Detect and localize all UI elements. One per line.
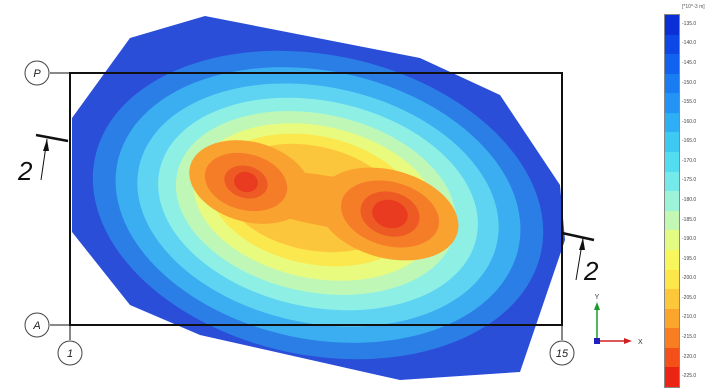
contour-band <box>372 199 408 229</box>
axis-bubble-p: P <box>24 60 50 86</box>
legend-swatch <box>665 210 679 231</box>
legend-swatch <box>665 367 679 387</box>
legend-value: -135.0 <box>682 20 697 27</box>
legend-value: -190.0 <box>682 236 697 243</box>
legend-swatch <box>665 132 679 153</box>
legend-color-bar <box>664 14 680 388</box>
section-mark-right: 2 <box>561 231 599 286</box>
legend-swatch <box>665 249 679 270</box>
x-axis-label: X <box>638 339 643 346</box>
grid-frame <box>69 72 563 326</box>
axis-bubble-15: 15 <box>549 340 575 366</box>
axis-label-p: P <box>33 68 41 80</box>
axis-bubble-a: A <box>24 312 50 338</box>
legend-value: -170.0 <box>682 157 697 164</box>
section-mark-left: 2 <box>17 133 69 186</box>
x-arrow-icon <box>624 338 632 344</box>
arrow-icon <box>43 139 49 151</box>
legend-swatch <box>665 93 679 113</box>
arrow-icon <box>579 238 585 250</box>
legend-swatch <box>665 308 679 329</box>
axes-triad: Y X <box>594 294 643 346</box>
legend-value: -195.0 <box>682 255 697 262</box>
legend-value: -165.0 <box>682 138 697 145</box>
legend-swatch <box>665 73 679 94</box>
legend-swatch <box>665 269 679 290</box>
legend-swatch <box>665 34 679 55</box>
axis-bubble-1: 1 <box>57 340 83 366</box>
legend-value: -200.0 <box>682 275 697 282</box>
legend-swatch <box>665 15 679 35</box>
legend-value: -220.0 <box>682 353 697 360</box>
legend-units: [*10^-3 m] <box>682 4 705 10</box>
legend-swatch <box>665 152 679 172</box>
legend-value: -175.0 <box>682 177 697 184</box>
y-arrow-icon <box>594 302 600 310</box>
section-label-right: 2 <box>583 256 599 286</box>
section-label-left: 2 <box>17 156 33 186</box>
contour-fill <box>72 16 565 380</box>
legend-swatch <box>665 289 679 309</box>
contour-band <box>234 171 258 193</box>
legend-value: -155.0 <box>682 99 697 106</box>
origin-marker <box>594 338 600 344</box>
legend-swatch <box>665 347 679 368</box>
legend-value: -145.0 <box>682 59 697 66</box>
legend-value: -140.0 <box>682 40 697 47</box>
legend-value: -225.0 <box>682 373 697 380</box>
color-legend: [*10^-3 m] -135.0 -140.0 -145.0 -150.0 -155.… <box>660 4 720 390</box>
legend-swatch <box>665 171 679 192</box>
axis-label-1: 1 <box>67 348 73 360</box>
legend-swatch <box>665 191 679 211</box>
legend-value: -160.0 <box>682 118 697 125</box>
legend-value: -185.0 <box>682 216 697 223</box>
legend-value: -180.0 <box>682 197 697 203</box>
legend-value: -205.0 <box>682 294 697 301</box>
y-axis-label: Y <box>595 294 600 301</box>
legend-swatch <box>665 328 679 348</box>
legend-value: -150.0 <box>682 79 697 86</box>
deflection-contour-plot: P A 1 15 2 2 Y X <box>17 16 643 380</box>
axis-label-15: 15 <box>556 348 569 360</box>
legend-swatch <box>665 230 679 250</box>
legend-swatch <box>665 54 679 74</box>
legend-swatch <box>665 112 679 133</box>
axis-label-a: A <box>32 320 40 332</box>
legend-value: -215.0 <box>682 334 697 341</box>
legend-value: -210.0 <box>682 314 697 321</box>
